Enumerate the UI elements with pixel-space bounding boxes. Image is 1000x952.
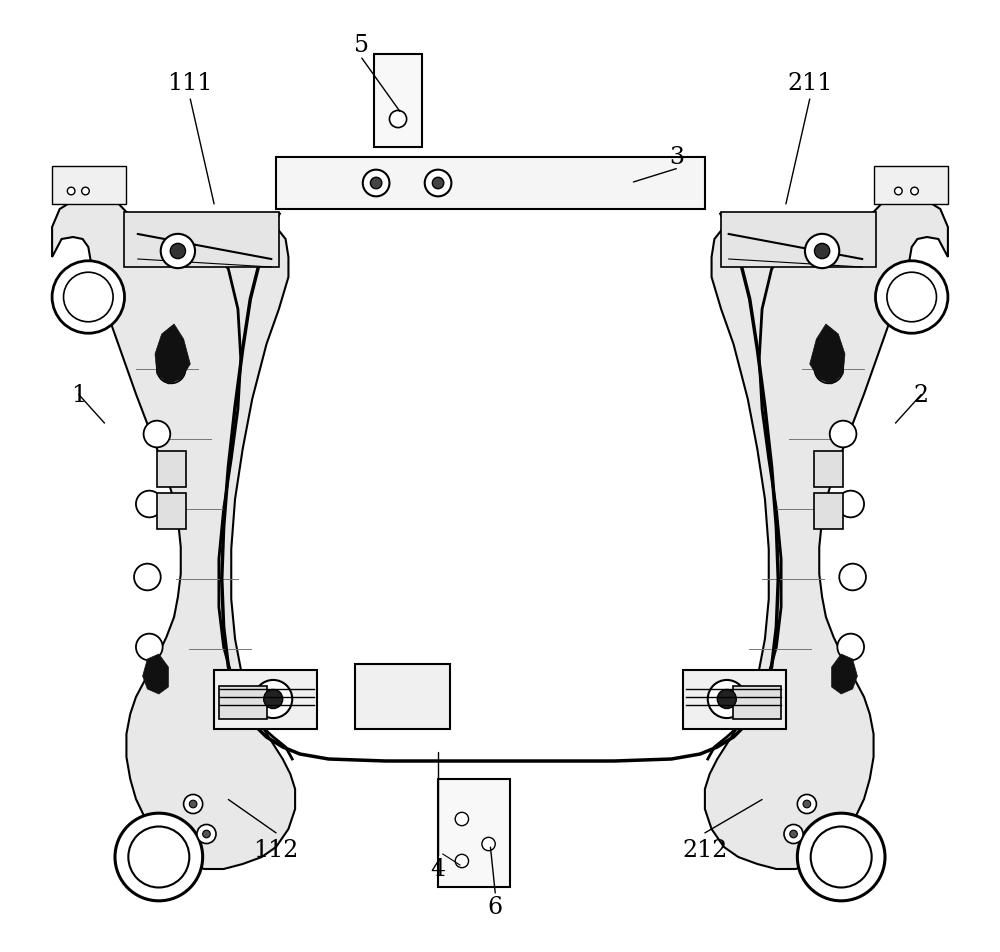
Circle shape [184, 795, 203, 814]
Circle shape [136, 491, 163, 518]
Circle shape [811, 826, 872, 887]
Text: 111: 111 [168, 72, 213, 95]
Bar [814, 493, 843, 529]
Circle shape [708, 681, 746, 719]
Polygon shape [52, 198, 295, 869]
Bar [214, 670, 317, 729]
Bar [814, 451, 843, 487]
Text: 3: 3 [669, 146, 684, 169]
Polygon shape [705, 198, 948, 869]
Circle shape [784, 824, 803, 843]
Text: 6: 6 [488, 895, 503, 918]
Circle shape [203, 830, 210, 838]
Text: 212: 212 [682, 838, 728, 861]
Circle shape [425, 170, 451, 197]
Circle shape [837, 634, 864, 661]
Circle shape [52, 262, 125, 334]
Circle shape [254, 681, 292, 719]
Circle shape [370, 178, 382, 189]
Bar [683, 670, 786, 729]
Circle shape [197, 824, 216, 843]
Circle shape [455, 812, 469, 825]
Polygon shape [832, 654, 857, 694]
Circle shape [875, 262, 948, 334]
Circle shape [82, 188, 89, 195]
Circle shape [814, 355, 843, 384]
Bar [355, 664, 450, 729]
Text: 1: 1 [71, 384, 86, 407]
Bar [52, 167, 126, 205]
Circle shape [389, 111, 407, 129]
Circle shape [717, 690, 736, 709]
Bar [874, 167, 948, 205]
Polygon shape [143, 654, 168, 694]
Circle shape [161, 234, 195, 268]
Circle shape [144, 421, 170, 447]
Circle shape [814, 244, 830, 259]
Circle shape [805, 234, 839, 268]
Circle shape [432, 178, 444, 189]
Circle shape [363, 170, 389, 197]
Bar [219, 686, 267, 720]
Text: 4: 4 [430, 857, 446, 880]
Text: 112: 112 [253, 838, 299, 861]
Text: 5: 5 [354, 34, 369, 57]
Circle shape [264, 690, 283, 709]
Bar [721, 212, 876, 268]
Text: 2: 2 [914, 384, 929, 407]
Circle shape [837, 491, 864, 518]
Circle shape [887, 273, 936, 323]
Circle shape [797, 813, 885, 901]
Bar [157, 451, 186, 487]
Circle shape [189, 801, 197, 808]
Bar [374, 55, 422, 148]
Circle shape [128, 826, 189, 887]
Bar [124, 212, 279, 268]
Circle shape [157, 355, 186, 384]
Circle shape [797, 795, 816, 814]
Circle shape [895, 188, 902, 195]
Bar [157, 493, 186, 529]
Bar [733, 686, 781, 720]
Circle shape [64, 273, 113, 323]
Circle shape [136, 634, 163, 661]
Circle shape [790, 830, 797, 838]
Circle shape [170, 244, 186, 259]
Bar [438, 780, 510, 887]
Circle shape [482, 838, 495, 851]
Circle shape [134, 565, 161, 591]
Circle shape [911, 188, 918, 195]
Text: 211: 211 [787, 72, 832, 95]
Circle shape [830, 421, 856, 447]
Polygon shape [155, 325, 190, 385]
Circle shape [115, 813, 203, 901]
Bar [276, 158, 705, 209]
Polygon shape [810, 325, 845, 385]
Circle shape [803, 801, 811, 808]
Circle shape [67, 188, 75, 195]
Circle shape [455, 855, 469, 868]
Circle shape [839, 565, 866, 591]
